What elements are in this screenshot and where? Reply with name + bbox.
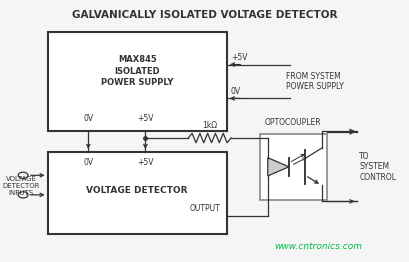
Bar (260, 134, 327, 200)
Text: +5V: +5V (137, 158, 154, 167)
Text: FROM SYSTEM
POWER SUPPLY: FROM SYSTEM POWER SUPPLY (286, 72, 344, 91)
Polygon shape (268, 158, 289, 176)
Bar (47, 32, 227, 131)
Text: GALVANICALLY ISOLATED VOLTAGE DETECTOR: GALVANICALLY ISOLATED VOLTAGE DETECTOR (72, 10, 337, 20)
Text: VOLTAGE
DETECTOR
INPUTS: VOLTAGE DETECTOR INPUTS (3, 176, 40, 196)
Text: TO
SYSTEM
CONTROL: TO SYSTEM CONTROL (360, 152, 396, 182)
Text: MAX845
ISOLATED
POWER SUPPLY: MAX845 ISOLATED POWER SUPPLY (101, 55, 173, 87)
Text: OPTOCOUPLER: OPTOCOUPLER (265, 118, 321, 127)
Text: 0V: 0V (231, 87, 241, 96)
Text: 1kΩ: 1kΩ (202, 121, 217, 130)
Text: www.cntronics.com: www.cntronics.com (274, 242, 363, 251)
Text: 0V: 0V (83, 114, 93, 123)
Bar (47, 152, 227, 234)
Text: +5V: +5V (137, 114, 154, 123)
Text: +5V: +5V (231, 53, 247, 62)
Text: 0V: 0V (83, 158, 93, 167)
Text: VOLTAGE DETECTOR: VOLTAGE DETECTOR (86, 186, 188, 195)
Text: OUTPUT: OUTPUT (190, 204, 221, 213)
